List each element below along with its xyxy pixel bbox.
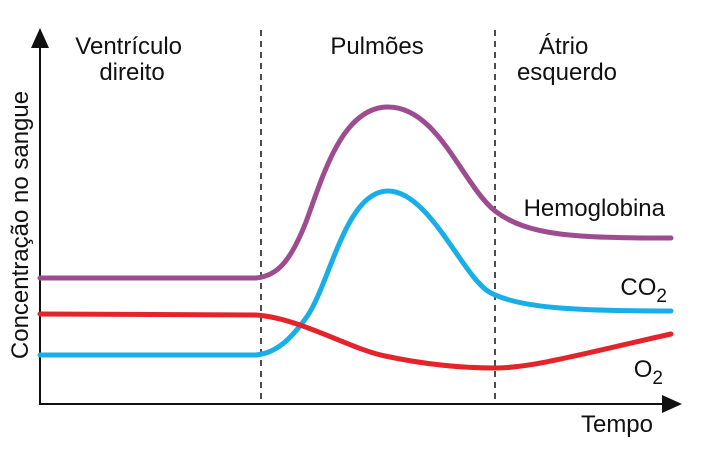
- region-label-ventriculo: Ventrículo direito: [75, 33, 188, 86]
- series-label-o2-name: O: [634, 356, 653, 383]
- series-label-o2-subscript: 2: [652, 368, 663, 389]
- x-axis-label: Tempo: [581, 411, 653, 438]
- series-label-co2-subscript: 2: [656, 286, 667, 307]
- region-label-pulmoes-line-1: Pulmões: [330, 33, 423, 60]
- series-label-co2: CO2: [620, 274, 667, 307]
- series-label-hemoglobina: Hemoglobina: [524, 195, 666, 222]
- series-label-hemoglobina-name: Hemoglobina: [524, 195, 666, 222]
- region-label-atrio-line-2: esquerdo: [517, 59, 617, 86]
- series-line-o2: [37, 311, 674, 371]
- y-axis-arrow: [31, 28, 49, 48]
- series-label-co2-name: CO: [620, 274, 656, 301]
- series-line-hemoglobina: [37, 104, 674, 281]
- region-label-atrio: Átrio esquerdo: [517, 33, 617, 86]
- region-label-atrio-line-1: Átrio: [539, 33, 588, 60]
- y-axis-label: Concentração no sangue: [7, 91, 34, 359]
- region-label-ventriculo-line-1: Ventrículo: [75, 33, 182, 60]
- region-label-ventriculo-line-2: direito: [99, 59, 164, 86]
- x-axis-arrow: [662, 395, 682, 413]
- series-label-o2: O2: [634, 356, 663, 389]
- region-label-pulmoes: Pulmões: [330, 33, 423, 60]
